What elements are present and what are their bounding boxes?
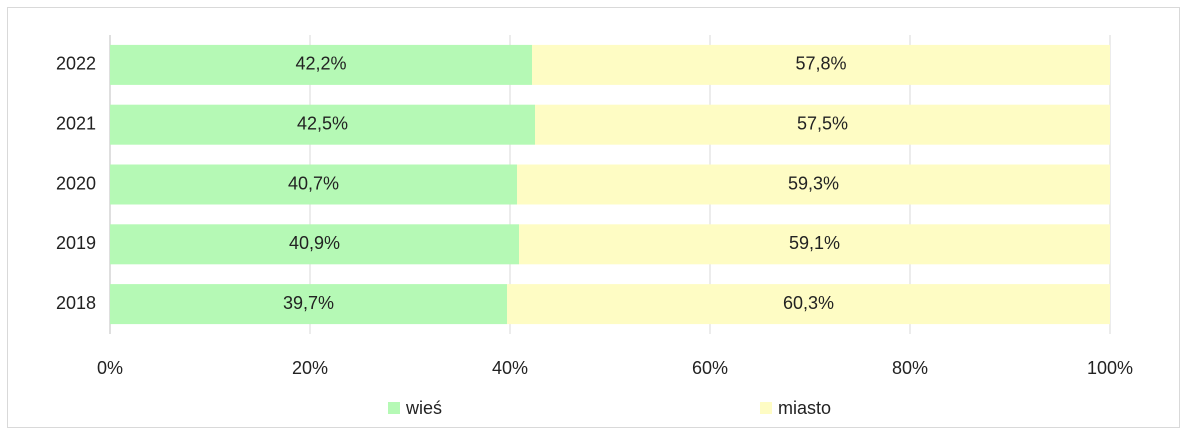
data-label: 57,8% xyxy=(795,54,846,74)
bar-segment xyxy=(110,104,535,145)
x-tick-label: 40% xyxy=(492,358,528,378)
y-tick-label: 2022 xyxy=(56,54,96,74)
data-label: 59,3% xyxy=(788,173,839,193)
bar-segment xyxy=(519,224,1110,265)
y-tick-label: 2019 xyxy=(56,233,96,253)
legend-label: miasto xyxy=(778,398,831,418)
data-label: 60,3% xyxy=(783,293,834,313)
x-tick-label: 20% xyxy=(292,358,328,378)
bar-segment xyxy=(110,44,532,85)
bar-segment xyxy=(535,104,1110,145)
legend-swatch xyxy=(760,402,772,414)
legend-label: wieś xyxy=(405,398,442,418)
bar-segment xyxy=(532,44,1110,85)
x-tick-label: 80% xyxy=(892,358,928,378)
bar-segment xyxy=(110,224,519,265)
bar-segment xyxy=(517,164,1110,205)
x-tick-label: 0% xyxy=(97,358,123,378)
data-label: 40,9% xyxy=(289,233,340,253)
data-label: 57,5% xyxy=(797,113,848,133)
data-label: 40,7% xyxy=(288,173,339,193)
legend-swatch xyxy=(388,402,400,414)
y-tick-label: 2018 xyxy=(56,293,96,313)
x-tick-label: 60% xyxy=(692,358,728,378)
x-tick-label: 100% xyxy=(1087,358,1133,378)
y-tick-label: 2020 xyxy=(56,173,96,193)
data-label: 42,2% xyxy=(295,54,346,74)
bar-segment xyxy=(110,164,517,205)
bar-segment xyxy=(110,284,507,325)
data-label: 42,5% xyxy=(297,113,348,133)
data-label: 59,1% xyxy=(789,233,840,253)
bar-segment xyxy=(507,284,1110,325)
data-label: 39,7% xyxy=(283,293,334,313)
y-tick-label: 2021 xyxy=(56,113,96,133)
